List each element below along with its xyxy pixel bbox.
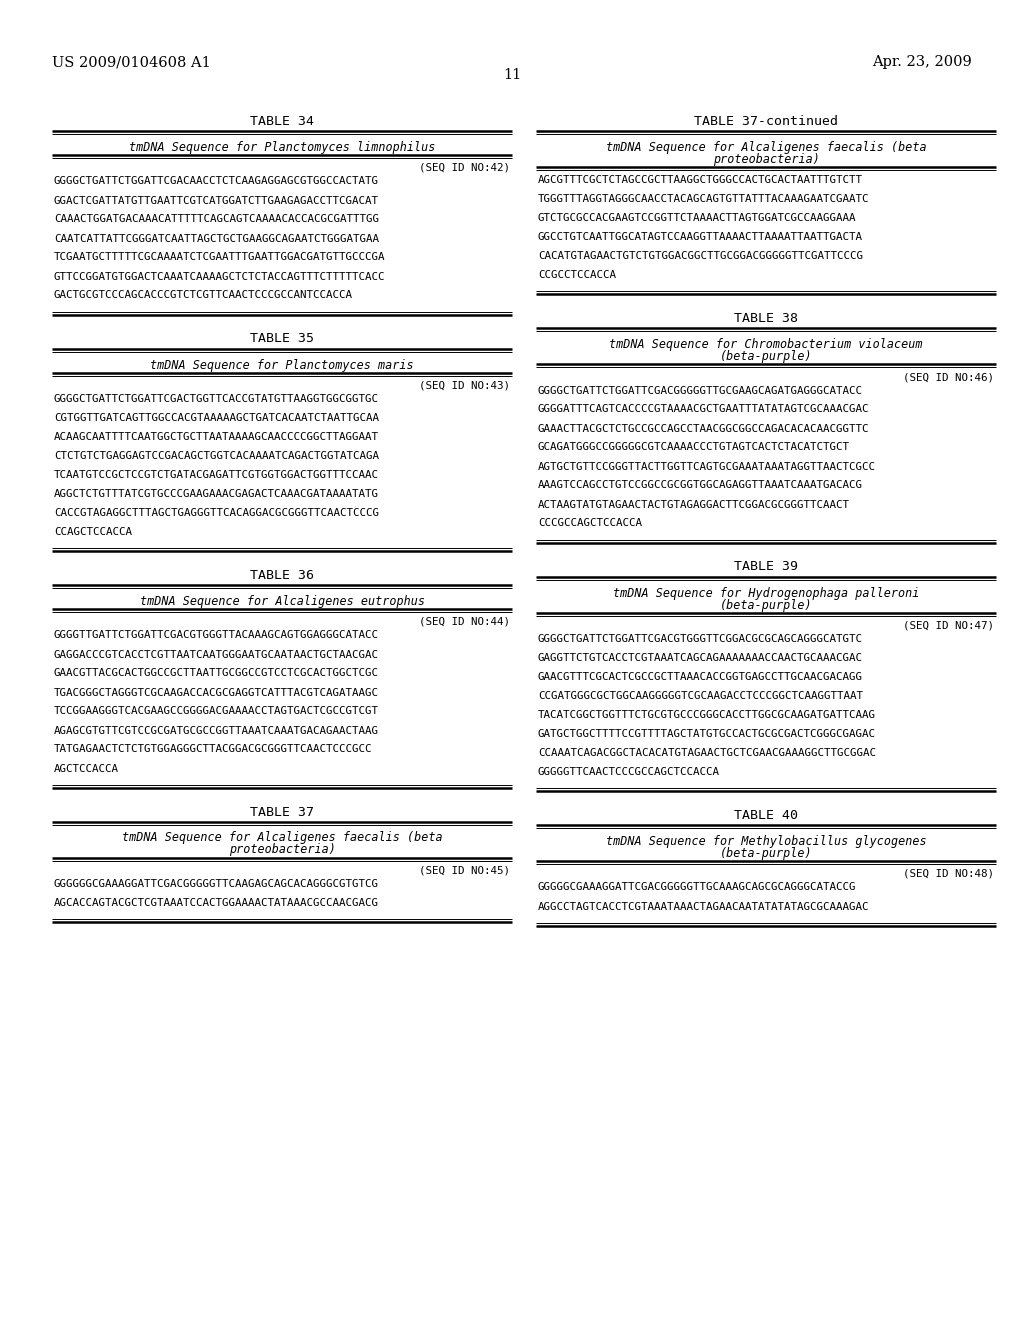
Text: TABLE 36: TABLE 36	[250, 569, 314, 582]
Text: GGGGATTTCAGTCACCCCGTAAAACGCTGAATTTATATAGTCGCAAACGAC: GGGGATTTCAGTCACCCCGTAAAACGCTGAATTTATATAG…	[538, 404, 869, 414]
Text: (beta-purple): (beta-purple)	[720, 598, 812, 611]
Text: tmDNA Sequence for Hydrogenophaga palleroni: tmDNA Sequence for Hydrogenophaga paller…	[612, 586, 920, 599]
Text: TABLE 37: TABLE 37	[250, 805, 314, 818]
Text: GGACTCGATTATGTTGAATTCGTCATGGATCTTGAAGAGACCTTCGACAT: GGACTCGATTATGTTGAATTCGTCATGGATCTTGAAGAGA…	[54, 195, 379, 206]
Text: ACTAAGTATGTAGAACTACTGTAGAGGACTTCGGACGCGGGTTCAACT: ACTAAGTATGTAGAACTACTGTAGAGGACTTCGGACGCGG…	[538, 499, 850, 510]
Text: CGTGGTTGATCAGTTGGCCACGTAAAAAGCTGATCACAATCTAATTGCAA: CGTGGTTGATCAGTTGGCCACGTAAAAAGCTGATCACAAT…	[54, 413, 379, 422]
Text: (beta-purple): (beta-purple)	[720, 847, 812, 861]
Text: ACAAGCAATTTTCAATGGCTGCTTAATAAAAGCAACCCCGGCTTAGGAAT: ACAAGCAATTTTCAATGGCTGCTTAATAAAAGCAACCCCG…	[54, 432, 379, 442]
Text: tmDNA Sequence for Alcaligenes faecalis (beta: tmDNA Sequence for Alcaligenes faecalis …	[605, 141, 927, 154]
Text: TABLE 35: TABLE 35	[250, 333, 314, 346]
Text: GAACGTTTCGCACTCGCCGCTTAAACACCGGTGAGCCTTGCAACGACAGG: GAACGTTTCGCACTCGCCGCTTAAACACCGGTGAGCCTTG…	[538, 672, 863, 682]
Text: tmDNA Sequence for Planctomyces limnophilus: tmDNA Sequence for Planctomyces limnophi…	[129, 141, 435, 154]
Text: TGGGTTTAGGTAGGGCAACCTACAGCAGTGTTATTTACAAAGAATCGAATC: TGGGTTTAGGTAGGGCAACCTACAGCAGTGTTATTTACAA…	[538, 194, 869, 205]
Text: AGGCCTAGTCACCTCGTAAATAAACTAGAACAATATATATAGCGCAAAGAC: AGGCCTAGTCACCTCGTAAATAAACTAGAACAATATATAT…	[538, 902, 869, 912]
Text: TCCGGAAGGGTCACGAAGCCGGGGACGAAAACCTAGTGACTCGCCGTCGT: TCCGGAAGGGTCACGAAGCCGGGGACGAAAACCTAGTGAC…	[54, 706, 379, 717]
Text: AGCTCCACCA: AGCTCCACCA	[54, 763, 119, 774]
Text: GGGGCTGATTCTGGATTCGACGTGGGTTCGGACGCGCAGCAGGGCATGTC: GGGGCTGATTCTGGATTCGACGTGGGTTCGGACGCGCAGC…	[538, 634, 863, 644]
Text: Apr. 23, 2009: Apr. 23, 2009	[872, 55, 972, 69]
Text: CCGCCTCCACCA: CCGCCTCCACCA	[538, 271, 616, 280]
Text: TABLE 37-continued: TABLE 37-continued	[694, 115, 838, 128]
Text: GAACGTTACGCACTGGCCGCTTAATTGCGGCCGTCCTCGCACTGGCTCGC: GAACGTTACGCACTGGCCGCTTAATTGCGGCCGTCCTCGC…	[54, 668, 379, 678]
Text: AAAGTCCAGCCTGTCCGGCCGCGGTGGCAGAGGTTAAATCAAATGACACG: AAAGTCCAGCCTGTCCGGCCGCGGTGGCAGAGGTTAAATC…	[538, 480, 863, 491]
Text: TCAATGTCCGCTCCGTCTGATACGAGATTCGTGGTGGACTGGTTTCCAAC: TCAATGTCCGCTCCGTCTGATACGAGATTCGTGGTGGACT…	[54, 470, 379, 480]
Text: TGACGGGCTAGGGTCGCAAGACCACGCGAGGTCATTTACGTCAGATAAGC: TGACGGGCTAGGGTCGCAAGACCACGCGAGGTCATTTACG…	[54, 688, 379, 697]
Text: GGGGCTGATTCTGGATTCGACGGGGGTTGCGAAGCAGATGAGGGCATACC: GGGGCTGATTCTGGATTCGACGGGGGTTGCGAAGCAGATG…	[538, 385, 863, 396]
Text: tmDNA Sequence for Planctomyces maris: tmDNA Sequence for Planctomyces maris	[151, 359, 414, 371]
Text: TCGAATGCTTTTTCGCAAAATCTCGAATTTGAATTGGACGATGTTGCCCGA: TCGAATGCTTTTTCGCAAAATCTCGAATTTGAATTGGACG…	[54, 252, 385, 263]
Text: CACCGTAGAGGCTTTAGCTGAGGGTTCACAGGACGCGGGTTCAACTCCCG: CACCGTAGAGGCTTTAGCTGAGGGTTCACAGGACGCGGGT…	[54, 508, 379, 517]
Text: proteobacteria): proteobacteria)	[228, 843, 336, 857]
Text: proteobacteria): proteobacteria)	[713, 153, 819, 166]
Text: TATGAGAACTCTCTGTGGAGGGCTTACGGACGCGGGTTCAACTCCCGCC: TATGAGAACTCTCTGTGGAGGGCTTACGGACGCGGGTTCA…	[54, 744, 373, 755]
Text: GATGCTGGCTTTTCCGTTTTAGCTATGTGCCACTGCGCGACTCGGGCGAGAC: GATGCTGGCTTTTCCGTTTTAGCTATGTGCCACTGCGCGA…	[538, 729, 876, 739]
Text: (SEQ ID NO:45): (SEQ ID NO:45)	[419, 866, 510, 875]
Text: tmDNA Sequence for Methylobacillus glycogenes: tmDNA Sequence for Methylobacillus glyco…	[605, 836, 927, 847]
Text: GGCCTGTCAATTGGCATAGTCCAAGGTTAAAACTTAAAATTAATTGACTA: GGCCTGTCAATTGGCATAGTCCAAGGTTAAAACTTAAAAT…	[538, 232, 863, 242]
Text: GAGGTTCTGTCACCTCGTAAATCAGCAGAAAAAAACCAACTGCAAACGAC: GAGGTTCTGTCACCTCGTAAATCAGCAGAAAAAAACCAAC…	[538, 653, 863, 663]
Text: tmDNA Sequence for Chromobacterium violaceum: tmDNA Sequence for Chromobacterium viola…	[609, 338, 923, 351]
Text: CCGATGGGCGCTGGCAAGGGGGTCGCAAGACCTCCCGGCTCAAGGTTAAT: CCGATGGGCGCTGGCAAGGGGGTCGCAAGACCTCCCGGCT…	[538, 690, 863, 701]
Text: CCCGCCAGCTCCACCA: CCCGCCAGCTCCACCA	[538, 519, 642, 528]
Text: GACTGCGTCCCAGCACCCGTCTCGTTCAACTCCCGCCANTCCACCA: GACTGCGTCCCAGCACCCGTCTCGTTCAACTCCCGCCANT…	[54, 290, 353, 301]
Text: GTTCCGGATGTGGACTCAAATCAAAAGCTCTCTACCAGTTTCTTTTTCACC: GTTCCGGATGTGGACTCAAATCAAAAGCTCTCTACCAGTT…	[54, 272, 385, 281]
Text: (SEQ ID NO:44): (SEQ ID NO:44)	[419, 616, 510, 627]
Text: tmDNA Sequence for Alcaligenes eutrophus: tmDNA Sequence for Alcaligenes eutrophus	[139, 595, 425, 609]
Text: GCAGATGGGCCGGGGGCGTCAAAACCCTGTAGTCACTCTACATCTGCT: GCAGATGGGCCGGGGGCGTCAAAACCCTGTAGTCACTCTA…	[538, 442, 850, 453]
Text: GGGGTTGATTCTGGATTCGACGTGGGTTACAAAGCAGTGGAGGGCATACC: GGGGTTGATTCTGGATTCGACGTGGGTTACAAAGCAGTGG…	[54, 631, 379, 640]
Text: TABLE 39: TABLE 39	[734, 561, 798, 573]
Text: CAAACTGGATGACAAACATTTTTCAGCAGTCAAAACACCACGCGATTTGG: CAAACTGGATGACAAACATTTTTCAGCAGTCAAAACACCA…	[54, 214, 379, 224]
Text: GGGGCTGATTCTGGATTCGACAACCTCTCAAGAGGAGCGTGGCCACTATG: GGGGCTGATTCTGGATTCGACAACCTCTCAAGAGGAGCGT…	[54, 177, 379, 186]
Text: 11: 11	[503, 69, 521, 82]
Text: TACATCGGCTGGTTTCTGCGTGCCCGGGCACCTTGGCGCAAGATGATTCAAG: TACATCGGCTGGTTTCTGCGTGCCCGGGCACCTTGGCGCA…	[538, 710, 876, 719]
Text: CTCTGTCTGAGGAGTCCGACAGCTGGTCACAAAATCAGACTGGTATCAGA: CTCTGTCTGAGGAGTCCGACAGCTGGTCACAAAATCAGAC…	[54, 451, 379, 461]
Text: (SEQ ID NO:48): (SEQ ID NO:48)	[903, 869, 994, 879]
Text: GAGGACCCGTCACCTCGTTAATCAATGGGAATGCAATAACTGCTAACGAC: GAGGACCCGTCACCTCGTTAATCAATGGGAATGCAATAAC…	[54, 649, 379, 660]
Text: CAATCATTATTCGGGATCAATTAGCTGCTGAAGGCAGAATCTGGGATGAA: CAATCATTATTCGGGATCAATTAGCTGCTGAAGGCAGAAT…	[54, 234, 379, 243]
Text: TABLE 34: TABLE 34	[250, 115, 314, 128]
Text: AGGCTCTGTTTATCGTGCCCGAAGAAACGAGACTCAAACGATAAAATATG: AGGCTCTGTTTATCGTGCCCGAAGAAACGAGACTCAAACG…	[54, 488, 379, 499]
Text: TABLE 40: TABLE 40	[734, 809, 798, 822]
Text: GAAACTTACGCTCTGCCGCCAGCCTAACGGCGGCCAGACACACAACGGTTC: GAAACTTACGCTCTGCCGCCAGCCTAACGGCGGCCAGACA…	[538, 424, 869, 433]
Text: AGTGCTGTTCCGGGTTACTTGGTTCAGTGCGAAATAAATAGGTTAACTCGCC: AGTGCTGTTCCGGGTTACTTGGTTCAGTGCGAAATAAATA…	[538, 462, 876, 471]
Text: (SEQ ID NO:43): (SEQ ID NO:43)	[419, 380, 510, 391]
Text: (beta-purple): (beta-purple)	[720, 350, 812, 363]
Text: TABLE 38: TABLE 38	[734, 312, 798, 325]
Text: AGAGCGTGTTCGTCCGCGATGCGCCGGTTAAATCAAATGACAGAACTAAG: AGAGCGTGTTCGTCCGCGATGCGCCGGTTAAATCAAATGA…	[54, 726, 379, 735]
Text: GGGGGCGAAAGGATTCGACGGGGGTTGCAAAGCAGCGCAGGGCATACCG: GGGGGCGAAAGGATTCGACGGGGGTTGCAAAGCAGCGCAG…	[538, 883, 856, 892]
Text: tmDNA Sequence for Alcaligenes faecalis (beta: tmDNA Sequence for Alcaligenes faecalis …	[122, 832, 442, 845]
Text: (SEQ ID NO:47): (SEQ ID NO:47)	[903, 620, 994, 631]
Text: AGCACCAGTACGCTCGTAAATCCACTGGAAAACTATAAACGCCAACGACG: AGCACCAGTACGCTCGTAAATCCACTGGAAAACTATAAAC…	[54, 898, 379, 908]
Text: GGGGCTGATTCTGGATTCGACTGGTTCACCGTATGTTAAGGTGGCGGTGC: GGGGCTGATTCTGGATTCGACTGGTTCACCGTATGTTAAG…	[54, 393, 379, 404]
Text: (SEQ ID NO:42): (SEQ ID NO:42)	[419, 162, 510, 173]
Text: CCAAATCAGACGGCTACACATGTAGAACTGCTCGAACGAAAGGCTTGCGGAC: CCAAATCAGACGGCTACACATGTAGAACTGCTCGAACGAA…	[538, 748, 876, 758]
Text: US 2009/0104608 A1: US 2009/0104608 A1	[52, 55, 211, 69]
Text: GTCTGCGCCACGAAGTCCGGTTCTAAAACTTAGTGGATCGCCAAGGAAA: GTCTGCGCCACGAAGTCCGGTTCTAAAACTTAGTGGATCG…	[538, 213, 856, 223]
Text: (SEQ ID NO:46): (SEQ ID NO:46)	[903, 372, 994, 381]
Text: AGCGTTTCGCTCTAGCCGCTTAAGGCTGGGCCACTGCACTAATTTGTCTT: AGCGTTTCGCTCTAGCCGCTTAAGGCTGGGCCACTGCACT…	[538, 176, 863, 185]
Text: GGGGGGCGAAAGGATTCGACGGGGGTTCAAGAGCAGCACAGGGCGTGTCG: GGGGGGCGAAAGGATTCGACGGGGGTTCAAGAGCAGCACA…	[54, 879, 379, 888]
Text: CACATGTAGAACTGTCTGTGGACGGCTTGCGGACGGGGGTTCGATTCCCG: CACATGTAGAACTGTCTGTGGACGGCTTGCGGACGGGGGT…	[538, 251, 863, 261]
Text: CCAGCTCCACCA: CCAGCTCCACCA	[54, 527, 132, 537]
Text: GGGGGTTCAACTCCCGCCAGCTCCACCA: GGGGGTTCAACTCCCGCCAGCTCCACCA	[538, 767, 720, 777]
